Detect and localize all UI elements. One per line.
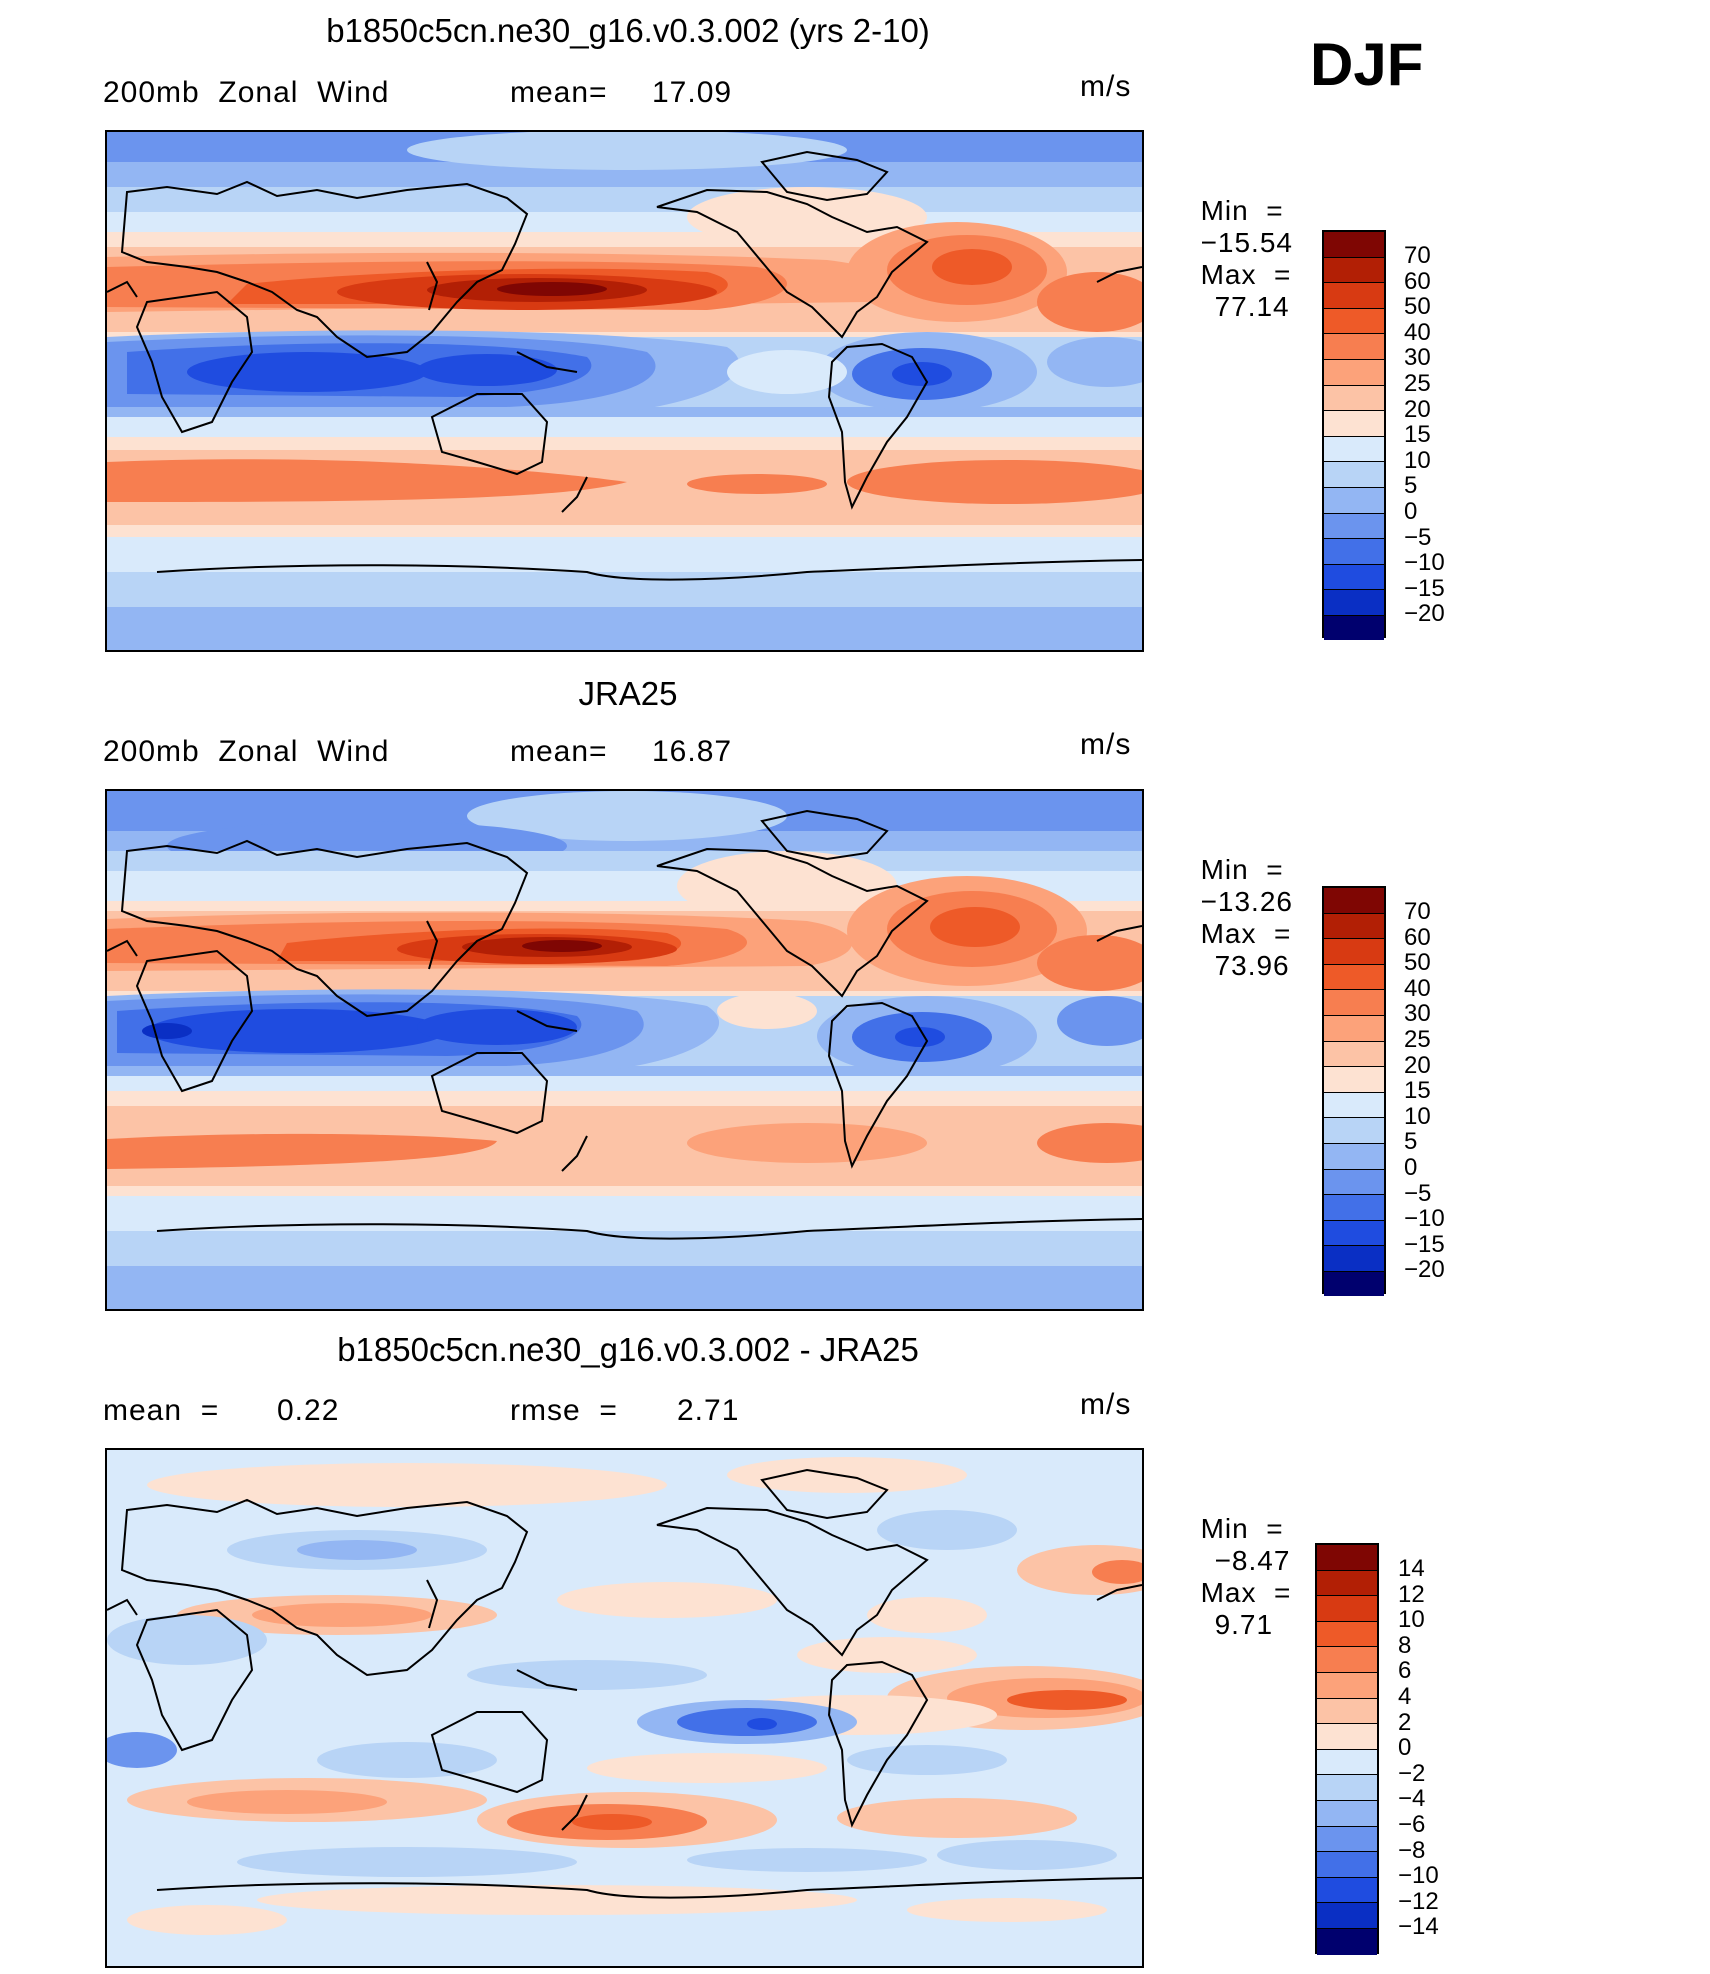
panel3-rmse-label: rmse = [510,1394,618,1427]
panel2-colorbar [1322,886,1386,1296]
colorbar-tick-label: −4 [1398,1785,1426,1813]
panel2-units: m/s [1080,728,1132,761]
colorbar-tick-label: −5 [1404,1179,1432,1207]
panel3-map [105,1448,1144,1968]
colorbar-tick-label: 70 [1404,898,1431,925]
colorbar-tick-label: 40 [1404,974,1431,1002]
colorbar-tick-label: 20 [1404,1051,1431,1079]
panel1-min-value: −15.54 [1200,227,1293,258]
colorbar-tick-label: −10 [1398,1862,1439,1890]
panel1-min-label: Min = [1200,195,1284,226]
colorbar-tick-label: 70 [1404,242,1431,269]
panel2-mean-value: 16.87 [652,735,733,768]
colorbar-tick-label: −14 [1398,1913,1439,1941]
colorbar-tick-label: 0 [1398,1734,1412,1762]
colorbar-tick-label: 5 [1404,1128,1418,1156]
colorbar-tick-label: −20 [1404,1256,1445,1284]
panel1-colorbar-labels: 70 60 50 40 30 25 20 15 10 5 0 −5 −10 −15 −20 [1404,243,1445,627]
colorbar-tick-label: 25 [1404,369,1431,397]
panel2-variable-label: 200mb Zonal Wind [103,735,390,768]
panel3-min-value: −8.47 [1214,1545,1291,1576]
panel2-map-field [107,791,1142,1309]
panel1-mean-label: mean= [510,76,608,109]
panel2-min-value: −13.26 [1200,886,1293,917]
colorbar-tick-label: 30 [1404,344,1431,372]
colorbar-tick-label: 25 [1404,1025,1431,1053]
colorbar-tick-label: −10 [1404,1205,1445,1233]
colorbar-tick-label: 15 [1404,1077,1431,1105]
panel2-title: JRA25 [578,675,678,712]
panel3-rmse-value: 2.71 [677,1394,740,1427]
panel2-map [105,789,1144,1311]
panel1-max-label: Max = [1200,259,1292,290]
colorbar-tick-label: 10 [1404,446,1431,474]
colorbar-tick-label: 4 [1398,1682,1412,1710]
colorbar-tick-label: 0 [1404,1153,1418,1181]
colorbar-tick-label: −5 [1404,523,1432,551]
colorbar-tick-label: 60 [1404,923,1431,951]
colorbar-tick-label: −15 [1404,574,1445,602]
colorbar-tick-label: −10 [1404,549,1445,577]
panel2-min-label: Min = [1200,854,1284,885]
panel3-colorbar [1315,1543,1379,1955]
colorbar-tick-label: 0 [1404,497,1418,525]
colorbar-tick-label: −20 [1404,600,1445,628]
colorbar-tick-label: 12 [1398,1580,1425,1608]
panel3-mean-label: mean = [103,1394,220,1427]
colorbar-tick-label: 8 [1398,1631,1412,1659]
panel2-mean-label: mean= [510,735,608,768]
panel2-max-label: Max = [1200,918,1292,949]
colorbar-tick-label: 2 [1398,1708,1412,1736]
panel1-map-field [107,132,1142,650]
panel3-map-field [107,1450,1142,1966]
colorbar-tick-label: 6 [1398,1657,1412,1685]
colorbar-tick-label: 40 [1404,318,1431,346]
panel3-colorbar-labels: 14 12 10 8 6 4 2 0 −2 −4 −6 −8 −10 −12 −14 [1398,1556,1439,1940]
colorbar-tick-label: 10 [1404,1102,1431,1130]
colorbar-tick-label: 20 [1404,395,1431,423]
colorbar-tick-label: −12 [1398,1887,1439,1915]
panel1-mean-value: 17.09 [652,76,733,109]
panel1-title: b1850c5cn.ne30_g16.v0.3.002 (yrs 2-10) [326,12,930,49]
panel2-colorbar-labels: 70 60 50 40 30 25 20 15 10 5 0 −5 −10 −15 −20 [1404,899,1445,1283]
colorbar-tick-label: −8 [1398,1836,1426,1864]
colorbar-tick-label: 60 [1404,267,1431,295]
panel3-units: m/s [1080,1388,1132,1421]
panel2-max-value: 73.96 [1214,950,1290,981]
colorbar-tick-label: 50 [1404,949,1431,977]
panel3-title: b1850c5cn.ne30_g16.v0.3.002 - JRA25 [337,1331,919,1368]
panel1-map [105,130,1144,652]
colorbar-tick-label: 5 [1404,472,1418,500]
panel3-max-value: 9.71 [1214,1609,1274,1640]
panel1-colorbar [1322,230,1386,640]
colorbar-tick-label: 10 [1398,1606,1425,1634]
panel3-min-label: Min = [1200,1513,1284,1544]
colorbar-tick-label: −15 [1404,1230,1445,1258]
colorbar-tick-label: 15 [1404,421,1431,449]
colorbar-tick-label: −2 [1398,1759,1426,1787]
season-label: DJF [1310,31,1424,98]
panel3-max-label: Max = [1200,1577,1292,1608]
panel1-units: m/s [1080,70,1132,103]
colorbar-tick-label: 50 [1404,293,1431,321]
colorbar-tick-label: 30 [1404,1000,1431,1028]
colorbar-tick-label: 14 [1398,1555,1425,1582]
panel3-mean-value: 0.22 [277,1394,340,1427]
panel1-variable-label: 200mb Zonal Wind [103,76,390,109]
colorbar-tick-label: −6 [1398,1810,1426,1838]
panel1-max-value: 77.14 [1214,291,1290,322]
